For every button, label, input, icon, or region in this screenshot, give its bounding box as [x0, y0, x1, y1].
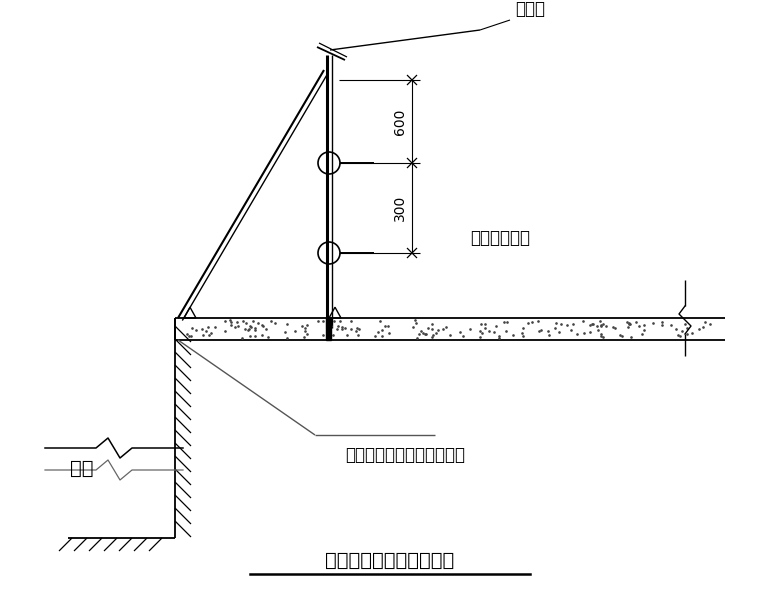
Text: 基坑: 基坑 — [70, 459, 93, 477]
Bar — [326, 318, 331, 340]
Text: 300: 300 — [393, 195, 407, 221]
Text: 现场临时道路: 现场临时道路 — [470, 229, 530, 247]
Text: 安全网: 安全网 — [515, 0, 545, 18]
Text: 锚筋与钢管脚手架焊接固定: 锚筋与钢管脚手架焊接固定 — [345, 446, 465, 464]
Text: 基坑周边防护栏杆示意图: 基坑周边防护栏杆示意图 — [325, 550, 454, 569]
Text: 600: 600 — [393, 108, 407, 135]
